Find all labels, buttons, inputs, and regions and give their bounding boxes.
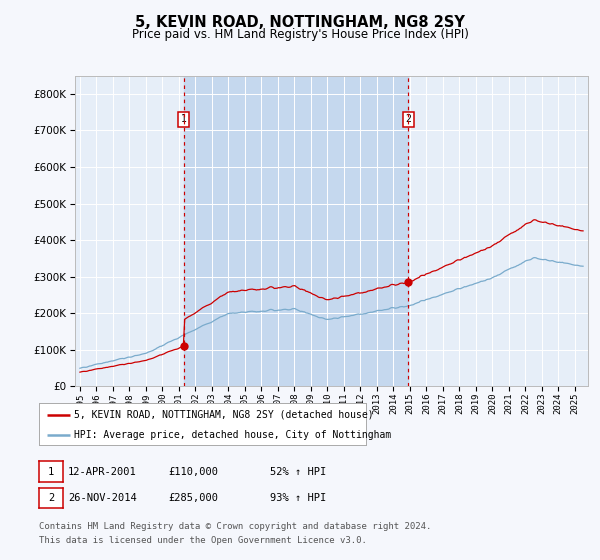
Text: Price paid vs. HM Land Registry's House Price Index (HPI): Price paid vs. HM Land Registry's House … bbox=[131, 28, 469, 41]
Text: 2: 2 bbox=[405, 114, 411, 124]
Text: 52% ↑ HPI: 52% ↑ HPI bbox=[270, 466, 326, 477]
Text: 5, KEVIN ROAD, NOTTINGHAM, NG8 2SY: 5, KEVIN ROAD, NOTTINGHAM, NG8 2SY bbox=[135, 15, 465, 30]
Text: 26-NOV-2014: 26-NOV-2014 bbox=[68, 493, 137, 503]
Bar bbox=[184, 76, 408, 386]
Text: 93% ↑ HPI: 93% ↑ HPI bbox=[270, 493, 326, 503]
Text: £110,000: £110,000 bbox=[168, 466, 218, 477]
Text: 5, KEVIN ROAD, NOTTINGHAM, NG8 2SY (detached house): 5, KEVIN ROAD, NOTTINGHAM, NG8 2SY (deta… bbox=[74, 410, 374, 420]
Text: £285,000: £285,000 bbox=[168, 493, 218, 503]
Text: 1: 1 bbox=[181, 114, 187, 124]
Text: HPI: Average price, detached house, City of Nottingham: HPI: Average price, detached house, City… bbox=[74, 430, 392, 440]
Text: Contains HM Land Registry data © Crown copyright and database right 2024.: Contains HM Land Registry data © Crown c… bbox=[39, 522, 431, 531]
Text: 1: 1 bbox=[48, 466, 54, 477]
Text: This data is licensed under the Open Government Licence v3.0.: This data is licensed under the Open Gov… bbox=[39, 536, 367, 545]
Text: 12-APR-2001: 12-APR-2001 bbox=[68, 466, 137, 477]
Text: 2: 2 bbox=[48, 493, 54, 503]
